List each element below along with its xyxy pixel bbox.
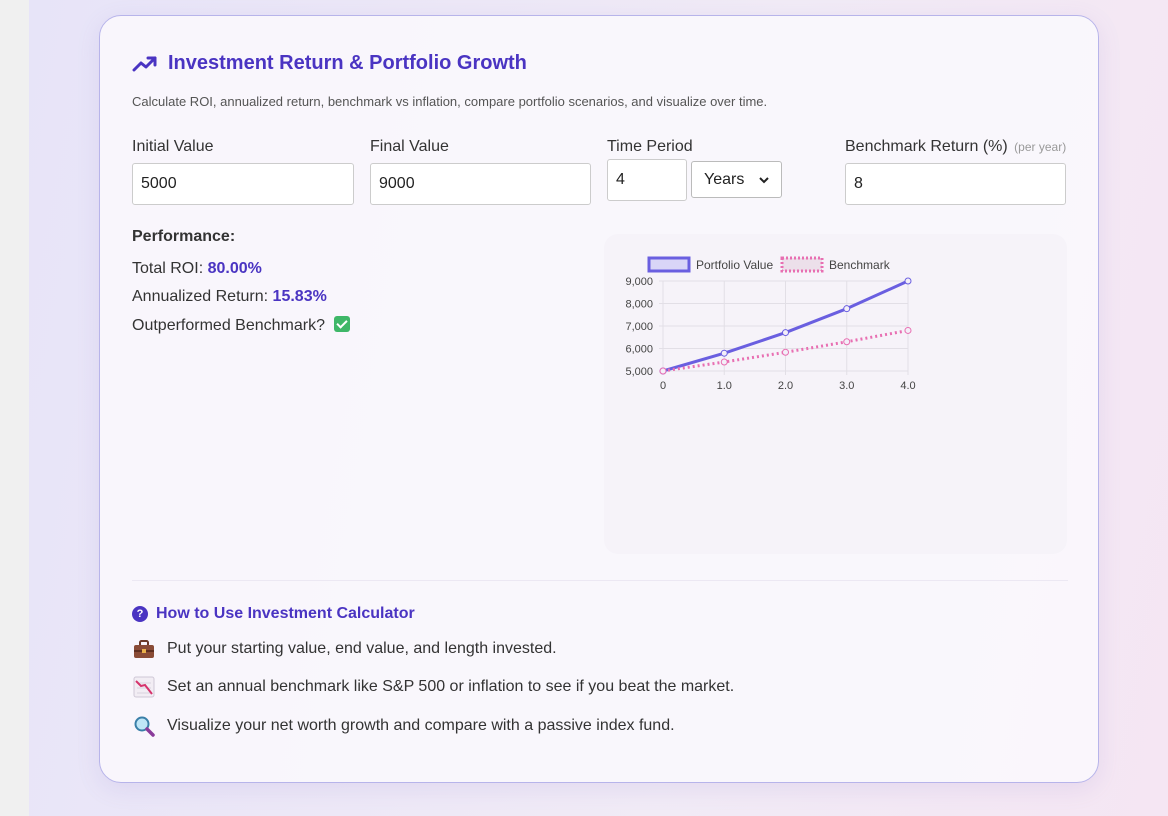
final-value-input[interactable]: 9000	[370, 163, 591, 205]
help-header: ? How to Use Investment Calculator	[132, 605, 415, 623]
growth-chart: 5,000 6,000 7,000 8,000 9,000 0 1.0 2.0 3.0 4.0 Po…	[625, 256, 916, 392]
magnifier-icon	[132, 714, 156, 738]
portfolio-point	[843, 305, 851, 313]
y-tick-label: 8,000	[625, 299, 653, 311]
page-title: Investment Return & Portfolio Growth	[168, 52, 527, 74]
total-roi-row: Total ROI: 80.00%	[132, 260, 262, 278]
y-tick-label: 9,000	[625, 276, 653, 288]
question-icon: ?	[132, 606, 148, 622]
benchmark-label-text: Benchmark Return (%)	[845, 138, 1008, 155]
time-unit-value: Years	[704, 170, 745, 188]
tip-text: Set an annual benchmark like S&P 500 or …	[167, 678, 735, 695]
page-subtitle: Calculate ROI, annualized return, benchm…	[132, 94, 768, 109]
performance-title: Performance:	[132, 228, 236, 245]
divider	[132, 580, 1068, 581]
tip-item: Visualize your net worth growth and comp…	[132, 714, 675, 738]
y-tick-label: 5,000	[625, 366, 653, 378]
benchmark-point	[659, 367, 667, 375]
calculator-card: Investment Return & Portfolio Growth Cal…	[99, 15, 1099, 783]
benchmark-line	[662, 328, 909, 373]
tip-text: Put your starting value, end value, and …	[167, 640, 557, 657]
benchmark-label: Benchmark Return (%) (per year)	[845, 138, 1066, 156]
initial-value-input[interactable]: 5000	[132, 163, 354, 205]
chart-down-icon	[132, 675, 156, 699]
x-tick-label: 1.0	[717, 380, 732, 392]
y-tick-label: 6,000	[625, 344, 653, 356]
chevron-down-icon	[759, 176, 769, 183]
x-tick-label: 2.0	[778, 380, 793, 392]
benchmark-return-input[interactable]: 8	[845, 163, 1066, 205]
help-title: How to Use Investment Calculator	[156, 605, 415, 622]
portfolio-point	[720, 349, 728, 357]
legend-swatch-portfolio	[647, 256, 691, 273]
chart-panel: 5,000 6,000 7,000 8,000 9,000 0 1.0 2.0 3.0 4.0 Po…	[604, 234, 1067, 554]
legend-swatch-benchmark	[780, 256, 824, 273]
portfolio-point	[904, 277, 912, 285]
tip-item: Set an annual benchmark like S&P 500 or …	[132, 675, 734, 699]
x-tick-label: 3.0	[839, 380, 854, 392]
trending-up-icon	[132, 56, 157, 71]
legend-label-benchmark: Benchmark	[829, 258, 891, 272]
briefcase-icon	[132, 637, 156, 661]
benchmark-point	[904, 326, 912, 334]
outperformed-row: Outperformed Benchmark?	[132, 316, 351, 335]
annualized-return-value: 15.83%	[272, 288, 327, 305]
x-tick-label: 0	[660, 380, 666, 392]
annualized-return-label: Annualized Return:	[132, 288, 269, 305]
benchmark-point	[843, 338, 851, 346]
y-tick-label: 7,000	[625, 321, 653, 333]
benchmark-point	[782, 348, 789, 356]
outperformed-label: Outperformed Benchmark?	[132, 317, 325, 334]
title-row: Investment Return & Portfolio Growth	[132, 52, 527, 75]
time-unit-select[interactable]: Years	[691, 161, 782, 198]
legend-label-portfolio: Portfolio Value	[696, 258, 773, 272]
portfolio-point	[782, 329, 789, 337]
time-period-input[interactable]: 4	[607, 159, 687, 201]
tip-item: Put your starting value, end value, and …	[132, 637, 557, 661]
checkmark-icon	[334, 316, 351, 332]
final-value-label: Final Value	[370, 138, 449, 155]
benchmark-hint: (per year)	[1014, 140, 1067, 154]
time-period-label: Time Period	[607, 138, 693, 155]
x-tick-label: 4.0	[900, 380, 915, 392]
tip-text: Visualize your net worth growth and comp…	[167, 717, 675, 734]
total-roi-label: Total ROI:	[132, 260, 204, 277]
total-roi-value: 80.00%	[207, 260, 262, 277]
initial-value-label: Initial Value	[132, 138, 214, 155]
annualized-return-row: Annualized Return: 15.83%	[132, 288, 327, 306]
benchmark-point	[720, 358, 728, 366]
